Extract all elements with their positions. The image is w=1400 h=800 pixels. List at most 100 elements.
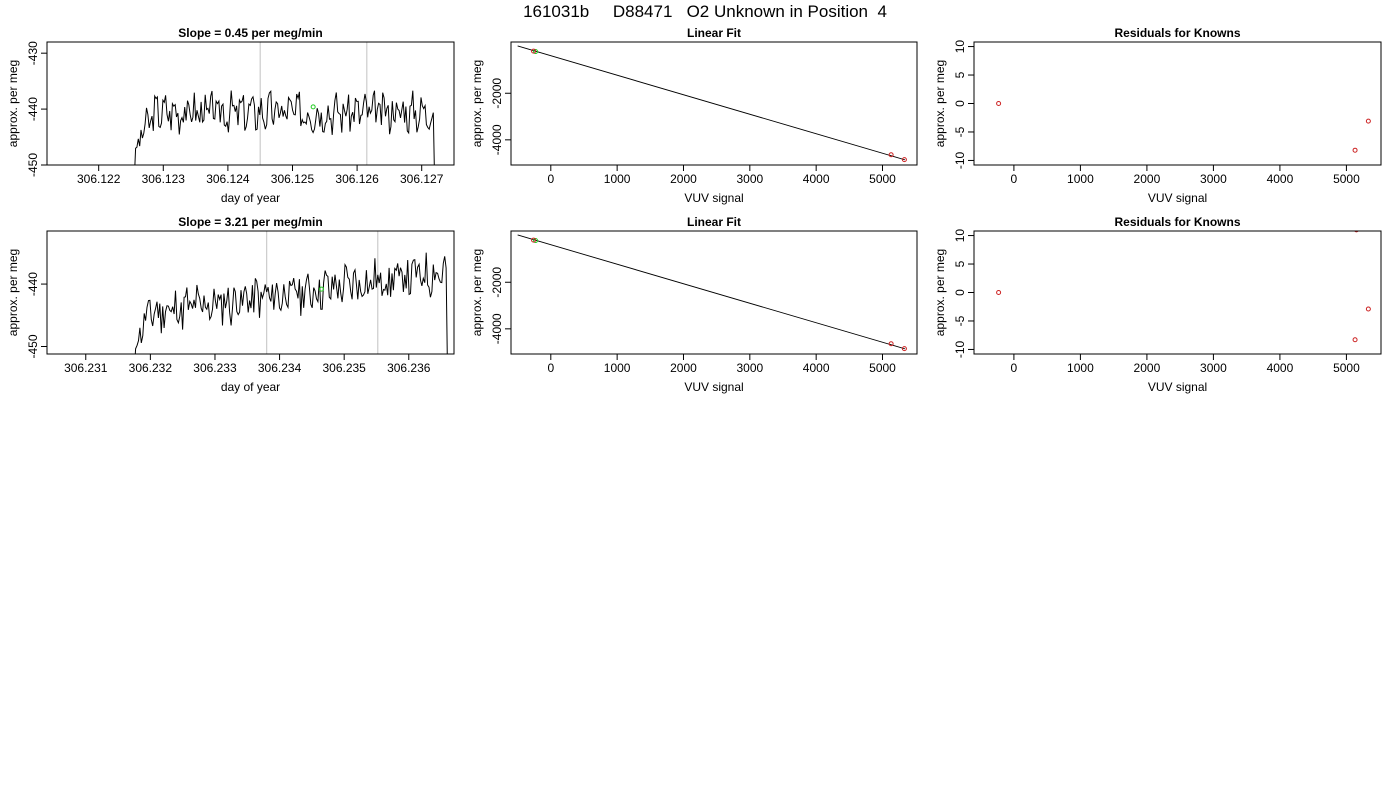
x-tick-label: 1000 bbox=[1067, 361, 1094, 375]
chart-title: Residuals for Knowns bbox=[1114, 215, 1240, 229]
known-point bbox=[531, 48, 537, 54]
x-tick-label: 4000 bbox=[803, 172, 830, 186]
known-point bbox=[888, 152, 894, 158]
x-tick-label: 306.236 bbox=[387, 361, 431, 375]
x-tick-label: 0 bbox=[547, 361, 554, 375]
known-point bbox=[1352, 147, 1358, 153]
known-point bbox=[531, 237, 537, 243]
x-axis-label: VUV signal bbox=[684, 191, 743, 205]
x-tick-label: 2000 bbox=[1134, 172, 1161, 186]
x-tick-label: 306.126 bbox=[335, 172, 379, 186]
panel-p4: Slope = 3.21 per meg/min 306.231 306.232 30… bbox=[6, 215, 455, 394]
known-point bbox=[996, 290, 1002, 295]
y-tick-label: -450 bbox=[26, 153, 40, 177]
chart-title: Slope = 0.45 per meg/min bbox=[178, 26, 322, 40]
y-axis-label: approx. per meg bbox=[470, 249, 484, 336]
x-tick-label: 3000 bbox=[1200, 361, 1227, 375]
y-tick-label: -2000 bbox=[490, 267, 504, 298]
x-tick-label: 306.127 bbox=[400, 172, 444, 186]
x-tick-label: 306.232 bbox=[129, 361, 173, 375]
plot-frame bbox=[973, 41, 1382, 166]
page-title: 161031b D88471 O2 Unknown in Position 4 bbox=[523, 2, 887, 21]
y-tick-label: -440 bbox=[26, 97, 40, 121]
x-tick-label: 306.235 bbox=[322, 361, 366, 375]
panel-p3: Residuals for Knowns 0 1000 2000 3000 4000 500… bbox=[933, 26, 1382, 205]
series-line bbox=[134, 90, 435, 165]
plot-frame bbox=[46, 41, 455, 166]
x-tick-label: 1000 bbox=[604, 172, 631, 186]
plot-area bbox=[134, 42, 435, 165]
known-point bbox=[888, 341, 894, 347]
x-tick-label: 0 bbox=[547, 172, 554, 186]
panel-p2: Linear Fit 0 1000 2000 3000 4000 5000 -4000 -200… bbox=[470, 26, 918, 205]
y-axis-label: approx. per meg bbox=[6, 60, 20, 147]
known-point bbox=[1352, 337, 1358, 343]
x-tick-label: 0 bbox=[1011, 172, 1018, 186]
y-tick-label: -2000 bbox=[490, 78, 504, 109]
x-tick-label: 306.124 bbox=[206, 172, 250, 186]
plot-area bbox=[517, 234, 907, 352]
x-tick-label: 306.234 bbox=[258, 361, 302, 375]
y-tick-label: -450 bbox=[26, 334, 40, 358]
plot-frame bbox=[46, 230, 455, 355]
x-tick-label: 3000 bbox=[736, 361, 763, 375]
x-tick-label: 306.231 bbox=[64, 361, 108, 375]
chart-title: Residuals for Knowns bbox=[1114, 26, 1240, 40]
x-tick-label: 306.122 bbox=[77, 172, 121, 186]
known-point bbox=[1354, 231, 1359, 233]
y-tick-label: -440 bbox=[26, 272, 40, 296]
y-tick-label: 5 bbox=[953, 260, 967, 267]
x-tick-label: 306.233 bbox=[193, 361, 237, 375]
series-line bbox=[134, 252, 448, 354]
x-tick-label: 0 bbox=[1011, 361, 1018, 375]
y-tick-label: -10 bbox=[953, 340, 967, 358]
y-tick-label: 10 bbox=[953, 229, 967, 243]
x-axis-label: day of year bbox=[221, 191, 280, 205]
y-tick-label: -4000 bbox=[490, 313, 504, 344]
x-tick-label: 4000 bbox=[1267, 361, 1294, 375]
plot-frame bbox=[510, 41, 918, 166]
x-tick-label: 3000 bbox=[736, 172, 763, 186]
x-tick-label: 5000 bbox=[869, 172, 896, 186]
panel-p6: Residuals for Knowns 0 1000 2000 3000 4000 500… bbox=[933, 215, 1382, 394]
plot-frame bbox=[973, 230, 1382, 355]
y-tick-label: -430 bbox=[26, 41, 40, 65]
plot-area bbox=[996, 101, 1371, 153]
unknown-point bbox=[533, 238, 539, 244]
x-tick-label: 306.125 bbox=[271, 172, 315, 186]
x-tick-label: 1000 bbox=[604, 361, 631, 375]
chart-title: Slope = 3.21 per meg/min bbox=[178, 215, 322, 229]
y-tick-label: 5 bbox=[953, 71, 967, 78]
plot-area bbox=[134, 231, 448, 354]
y-axis-label: approx. per meg bbox=[6, 249, 20, 336]
plot-area bbox=[517, 45, 907, 163]
y-tick-label: -5 bbox=[953, 126, 967, 137]
x-tick-label: 306.123 bbox=[142, 172, 186, 186]
fit-line bbox=[517, 234, 906, 350]
y-tick-label: -5 bbox=[953, 315, 967, 326]
chart-title: Linear Fit bbox=[687, 215, 741, 229]
y-tick-label: 0 bbox=[953, 289, 967, 296]
chart-title: Linear Fit bbox=[687, 26, 741, 40]
unknown-point bbox=[319, 286, 325, 292]
unknown-point bbox=[533, 49, 539, 55]
y-axis-label: approx. per meg bbox=[933, 249, 947, 336]
x-tick-label: 4000 bbox=[1267, 172, 1294, 186]
y-axis-label: approx. per meg bbox=[933, 60, 947, 147]
y-tick-label: -4000 bbox=[490, 124, 504, 155]
unknown-point bbox=[310, 104, 316, 110]
panel-p1: Slope = 0.45 per meg/min 306.122 306.123 30… bbox=[6, 26, 455, 205]
plot-area bbox=[996, 231, 1371, 343]
y-axis-label: approx. per meg bbox=[470, 60, 484, 147]
x-tick-label: 1000 bbox=[1067, 172, 1094, 186]
x-tick-label: 5000 bbox=[1333, 361, 1360, 375]
x-axis-label: day of year bbox=[221, 380, 280, 394]
x-tick-label: 5000 bbox=[1333, 172, 1360, 186]
known-point bbox=[1365, 306, 1371, 312]
x-tick-label: 4000 bbox=[803, 361, 830, 375]
x-tick-label: 2000 bbox=[1134, 361, 1161, 375]
known-point bbox=[901, 157, 907, 163]
y-tick-label: 0 bbox=[953, 100, 967, 107]
x-tick-label: 5000 bbox=[869, 361, 896, 375]
